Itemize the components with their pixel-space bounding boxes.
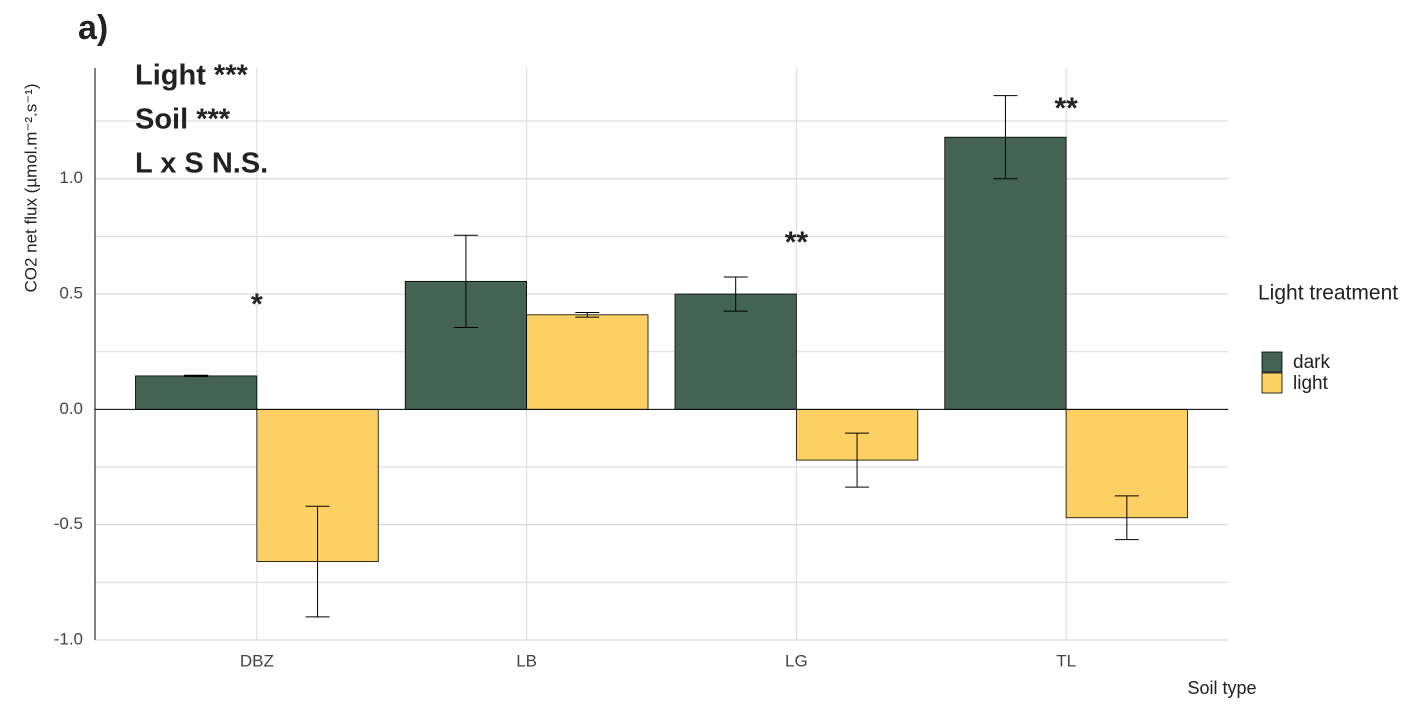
error-bar (1114, 495, 1139, 541)
bar (674, 293, 797, 410)
x-tick-label: LG (785, 651, 808, 670)
significance: ** (1054, 92, 1078, 125)
x-tick-label: LB (516, 651, 537, 670)
chart-title: a) (78, 9, 108, 47)
x-tick-label: DBZ (240, 651, 274, 670)
legend-swatch (1261, 372, 1283, 394)
legend-title: Light treatment (1258, 282, 1398, 305)
y-tick-label: -1.0 (54, 629, 83, 648)
error-bar (993, 95, 1018, 180)
significance: ** (785, 226, 809, 259)
x-axis-label: Soil type (1187, 678, 1256, 698)
y-tick-label: 1.0 (59, 168, 83, 187)
y-axis-label: CO2 net flux (µmol.m⁻².s⁻¹) (21, 83, 40, 292)
bar (526, 314, 649, 410)
error-bar (305, 505, 330, 618)
error-bar (845, 432, 870, 488)
y-tick-label: -0.5 (54, 514, 83, 533)
y-tick-label: 0.0 (59, 399, 83, 418)
bar (944, 136, 1067, 410)
annotation: Light *** (135, 60, 248, 92)
annotation: Soil *** (135, 104, 231, 136)
error-bar (184, 374, 209, 378)
annotation: L x S N.S. (135, 148, 268, 180)
x-tick-label: TL (1056, 651, 1076, 670)
legend-label: dark (1293, 352, 1330, 373)
y-tick-label: 0.5 (59, 284, 83, 303)
error-bar (723, 276, 748, 312)
legend-swatch (1261, 351, 1283, 373)
error-bar (453, 234, 478, 328)
bar (135, 375, 258, 410)
significance: * (251, 288, 263, 321)
error-bar (575, 311, 600, 318)
legend-label: light (1293, 373, 1329, 394)
